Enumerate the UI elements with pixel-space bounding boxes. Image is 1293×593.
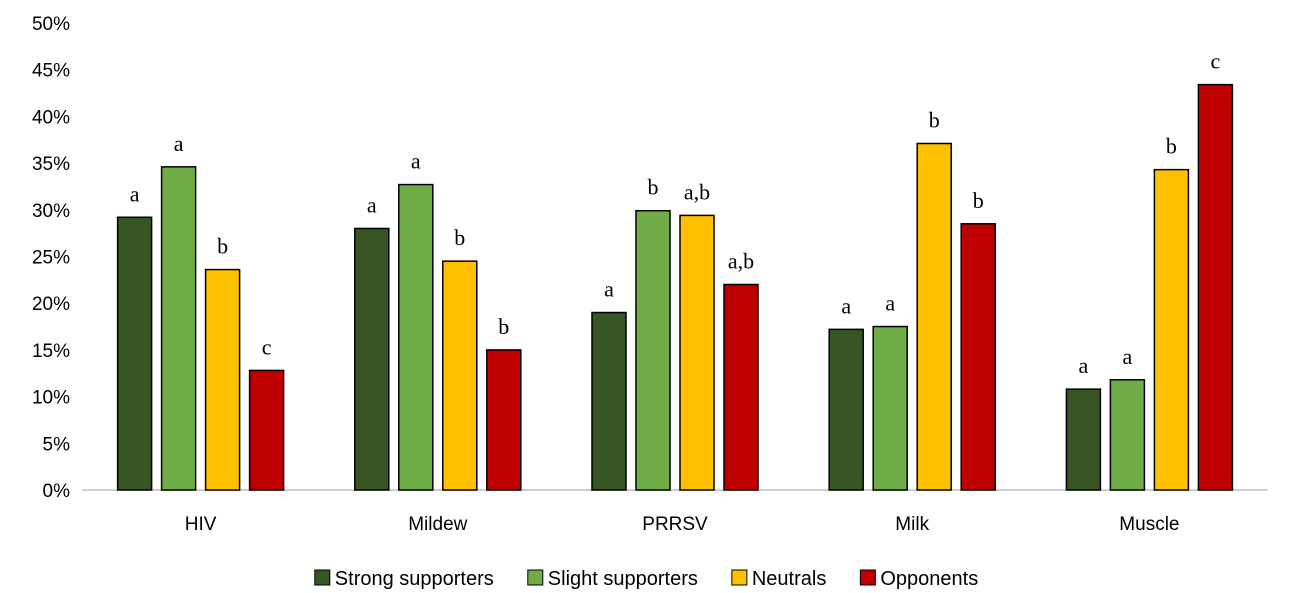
bar	[1065, 388, 1102, 491]
bar-significance-label: b	[648, 175, 659, 200]
legend-item: Neutrals	[731, 568, 826, 590]
legend-swatch	[527, 569, 544, 586]
y-tick-label: 30%	[32, 201, 70, 222]
bar-significance-label: a	[841, 293, 851, 318]
x-category-label: Muscle	[1119, 514, 1179, 535]
x-category-label: PRRSV	[642, 514, 708, 535]
bar-significance-label: b	[1166, 134, 1177, 159]
bar-significance-label: b	[973, 188, 984, 213]
bar-significance-label: a,b	[684, 179, 710, 204]
bar-group: a a b c	[116, 131, 285, 491]
y-tick-label: 20%	[32, 294, 70, 315]
bar	[160, 166, 197, 491]
bar-significance-label: a	[411, 149, 421, 174]
bar-significance-label: a	[885, 291, 895, 316]
legend-label: Strong supporters	[335, 568, 494, 590]
legend-item: Slight supporters	[527, 568, 698, 590]
bar	[723, 283, 759, 491]
legend-item: Opponents	[859, 568, 978, 590]
y-tick-label: 40%	[32, 107, 70, 128]
y-tick-label: 10%	[32, 388, 70, 409]
bar	[116, 216, 153, 491]
y-tick-label: 25%	[32, 248, 70, 269]
bar-group: a a b c	[1065, 49, 1234, 491]
bar-group: a a b b	[354, 149, 522, 491]
legend-swatch	[731, 569, 748, 586]
legend-swatch	[314, 569, 331, 586]
x-axis-categories: HIV Mildew PRRSV Milk Muscle	[185, 514, 1180, 535]
bar	[1109, 379, 1146, 491]
y-tick-label: 35%	[32, 154, 70, 175]
bar-groups: a a b c a a b b a b a,b a,b a a b b a a b c	[116, 49, 1234, 491]
x-category-label: Mildew	[408, 514, 467, 535]
x-category-label: Milk	[895, 514, 929, 535]
bar-significance-label: a	[367, 192, 377, 217]
bar-significance-label: a	[1079, 353, 1089, 378]
y-tick-label: 50%	[32, 14, 70, 35]
y-axis-ticks: 0% 5% 10% 15% 20% 25% 30% 35% 40% 45% 50%	[32, 14, 70, 502]
bar	[204, 268, 241, 491]
bar-significance-label: a	[174, 131, 184, 156]
bar	[960, 223, 996, 491]
bar-significance-label: b	[929, 107, 940, 132]
legend-item: Strong supporters	[314, 568, 494, 590]
bar	[354, 227, 390, 491]
x-category-label: HIV	[185, 514, 217, 535]
bar-significance-label: c	[262, 334, 272, 359]
bar-significance-label: b	[498, 314, 509, 339]
legend: Strong supporters Slight supporters Neutra…	[314, 568, 978, 590]
bar	[1197, 83, 1234, 491]
bar-significance-label: a	[1123, 344, 1133, 369]
bar	[872, 325, 908, 491]
bar	[591, 311, 627, 491]
bar	[248, 369, 285, 491]
bar-group: a a b b	[828, 107, 996, 491]
y-tick-label: 15%	[32, 341, 70, 362]
bar-group: a b a,b a,b	[591, 175, 759, 491]
bar	[916, 142, 952, 491]
y-tick-label: 5%	[43, 434, 71, 455]
bar	[828, 328, 864, 491]
bar-significance-label: a	[604, 277, 614, 302]
legend-label: Slight supporters	[548, 568, 698, 590]
y-tick-label: 0%	[43, 481, 71, 502]
bar-significance-label: b	[454, 225, 465, 250]
bar-significance-label: a,b	[728, 249, 754, 274]
bar-significance-label: a	[130, 181, 140, 206]
legend-label: Opponents	[880, 568, 978, 590]
y-tick-label: 45%	[32, 61, 70, 82]
bar-significance-label: c	[1211, 49, 1221, 74]
bar	[398, 183, 434, 491]
legend-label: Neutrals	[752, 568, 826, 590]
bar	[635, 209, 671, 491]
bar	[442, 260, 478, 491]
legend-swatch	[859, 569, 876, 586]
bar-significance-label: b	[217, 234, 228, 259]
bar	[1153, 168, 1190, 491]
bar	[679, 214, 715, 491]
bar	[486, 349, 522, 491]
